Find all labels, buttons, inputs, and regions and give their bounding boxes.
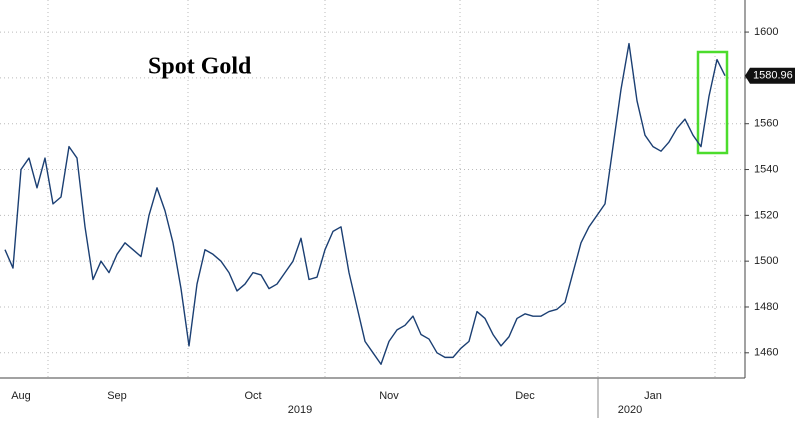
y-tick-label: 1500 [754,255,778,267]
year-label: 2020 [618,404,642,416]
y-tick-label: 1480 [754,301,778,313]
last-value-label: 1580.96 [753,70,793,82]
x-tick-label: Sep [107,390,127,402]
highlight-box [696,50,729,155]
y-tick-label: 1460 [754,347,778,359]
y-tick-label: 1600 [754,26,778,38]
price-line [4,42,726,365]
y-tick-label: 1540 [754,163,778,175]
x-tick-label: Jan [644,390,662,402]
y-tick-label: 1520 [754,209,778,221]
x-tick-label: Oct [244,390,261,402]
y-tick-label: 1560 [754,118,778,130]
x-tick-label: Nov [379,390,399,402]
x-tick-label: Aug [11,390,31,402]
chart-title: Spot Gold [148,54,252,80]
year-label: 2019 [288,404,312,416]
last-value-tag [745,67,795,84]
x-tick-label: Dec [515,390,535,402]
